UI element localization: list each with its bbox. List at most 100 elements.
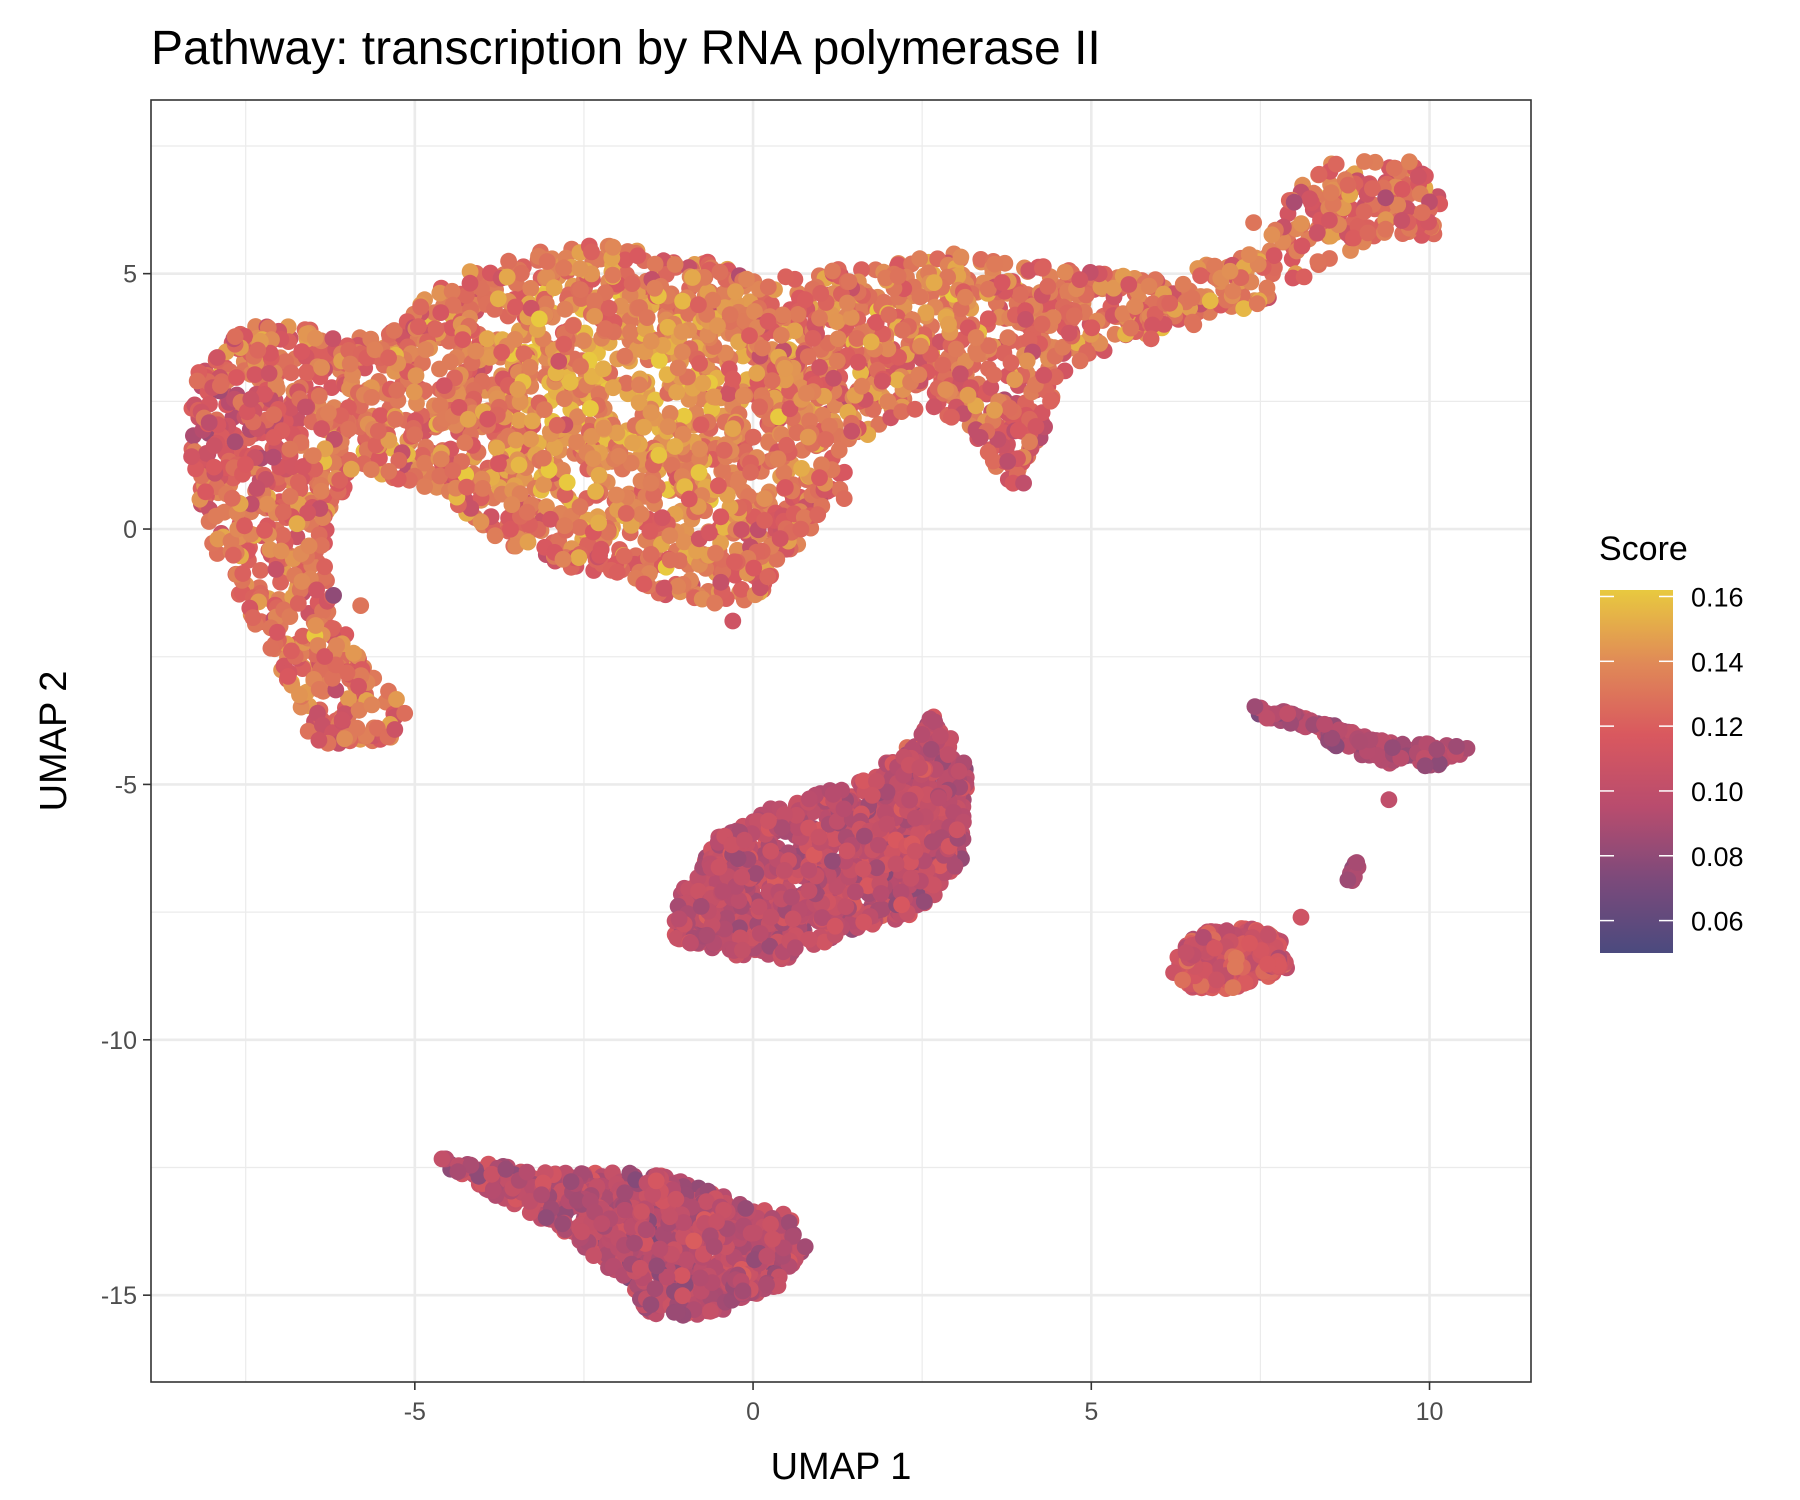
scatter-point bbox=[638, 309, 656, 326]
scatter-point bbox=[554, 550, 572, 568]
scatter-point bbox=[1002, 354, 1020, 372]
scatter-point bbox=[1185, 316, 1203, 334]
scatter-point bbox=[585, 1247, 602, 1264]
scatter-point bbox=[431, 396, 449, 414]
scatter-point bbox=[925, 876, 942, 894]
scatter-point bbox=[572, 281, 589, 299]
scatter-point bbox=[548, 416, 566, 434]
scatter-point bbox=[1034, 259, 1051, 277]
scatter-point bbox=[363, 389, 381, 406]
scatter-point bbox=[479, 410, 497, 428]
scatter-point bbox=[1039, 278, 1057, 295]
scatter-point bbox=[754, 339, 771, 357]
scatter-point bbox=[979, 310, 997, 328]
scatter-point bbox=[274, 503, 292, 521]
scatter-point bbox=[362, 461, 380, 478]
scatter-point bbox=[474, 480, 492, 497]
scatter-point bbox=[1235, 300, 1253, 317]
scatter-point bbox=[691, 440, 709, 458]
scatter-point bbox=[629, 247, 647, 265]
chart-title: Pathway: transcription by RNA polymerase… bbox=[151, 22, 1101, 75]
scatter-point bbox=[979, 443, 997, 461]
scatter-point bbox=[948, 821, 966, 839]
scatter-point bbox=[293, 573, 311, 590]
scatter-point bbox=[575, 332, 592, 350]
scatter-point bbox=[183, 448, 201, 465]
scatter-point bbox=[209, 530, 227, 548]
scatter-point bbox=[751, 398, 768, 416]
scatter-point bbox=[281, 488, 299, 505]
scatter-point bbox=[800, 882, 818, 900]
scatter-point bbox=[564, 317, 582, 334]
scatter-point bbox=[673, 323, 691, 341]
scatter-point bbox=[692, 416, 710, 434]
scatter-point bbox=[569, 408, 586, 426]
scatter-point bbox=[1018, 352, 1036, 370]
scatter-point bbox=[729, 474, 747, 492]
scatter-point bbox=[709, 317, 726, 335]
scatter-point bbox=[1017, 311, 1034, 328]
scatter-point bbox=[515, 345, 533, 363]
scatter-point bbox=[762, 908, 780, 926]
scatter-point bbox=[283, 642, 300, 660]
scatter-point bbox=[323, 379, 341, 396]
scatter-point bbox=[870, 836, 887, 854]
scatter-point bbox=[511, 393, 529, 411]
scatter-point bbox=[824, 852, 841, 870]
scatter-point bbox=[1301, 190, 1319, 208]
scatter-point bbox=[1011, 286, 1029, 304]
scatter-point bbox=[745, 559, 763, 577]
scatter-point bbox=[1327, 155, 1345, 173]
scatter-point bbox=[1065, 307, 1083, 325]
scatter-point bbox=[799, 348, 817, 365]
scatter-point bbox=[432, 450, 450, 468]
scatter-point bbox=[690, 296, 707, 314]
scatter-point bbox=[952, 365, 969, 383]
scatter-point bbox=[456, 434, 474, 452]
scatter-point bbox=[590, 514, 607, 532]
scatter-point bbox=[817, 431, 835, 448]
scatter-point bbox=[340, 690, 357, 707]
scatter-point bbox=[608, 486, 625, 504]
scatter-point bbox=[1020, 262, 1038, 279]
scatter-point bbox=[712, 508, 730, 526]
scatter-point bbox=[268, 623, 286, 641]
scatter-point bbox=[380, 463, 398, 480]
scatter-point bbox=[568, 433, 586, 450]
scatter-point bbox=[610, 447, 628, 465]
scatter-point bbox=[416, 454, 434, 472]
scatter-point bbox=[1310, 165, 1328, 183]
scatter-point bbox=[661, 551, 679, 569]
scatter-point bbox=[518, 503, 536, 521]
scatter-point bbox=[682, 934, 699, 952]
scatter-point bbox=[308, 581, 325, 599]
scatter-point bbox=[771, 530, 789, 547]
scatter-point bbox=[698, 926, 716, 944]
scatter-point bbox=[590, 466, 608, 484]
scatter-point bbox=[868, 773, 885, 790]
scatter-point bbox=[341, 355, 359, 373]
scatter-point bbox=[828, 813, 846, 830]
scatter-point bbox=[811, 358, 828, 376]
scatter-point bbox=[1092, 278, 1110, 296]
scatter-point bbox=[1114, 305, 1132, 323]
scatter-point bbox=[312, 482, 330, 500]
scatter-point bbox=[561, 373, 579, 391]
scatter-point bbox=[1364, 180, 1381, 197]
scatter-point bbox=[635, 575, 653, 593]
scatter-point bbox=[1413, 204, 1431, 222]
scatter-point bbox=[837, 898, 855, 915]
scatter-point bbox=[684, 269, 701, 286]
scatter-point bbox=[555, 259, 573, 277]
scatter-point bbox=[879, 340, 897, 358]
scatter-point bbox=[417, 341, 434, 358]
scatter-point bbox=[663, 456, 681, 474]
scatter-point bbox=[550, 352, 568, 370]
scatter-point bbox=[313, 359, 330, 376]
scatter-point bbox=[738, 270, 755, 288]
scatter-point bbox=[800, 861, 818, 879]
scatter-point bbox=[655, 580, 673, 597]
scatter-point bbox=[461, 274, 479, 292]
scatter-point bbox=[855, 772, 872, 790]
scatter-point bbox=[265, 448, 282, 466]
